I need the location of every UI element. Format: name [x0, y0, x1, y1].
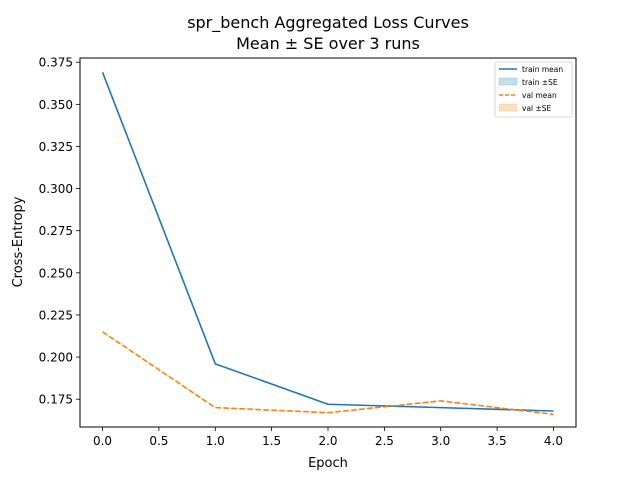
- y-tick-label: 0.325: [39, 140, 73, 154]
- series-line-2: [102, 331, 554, 416]
- x-axis-label: Epoch: [308, 456, 348, 471]
- chart-subtitle: Mean ± SE over 3 runs: [236, 34, 420, 53]
- x-axis-ticks: 0.0 0.5 1.0 1.5 2.0 2.5 3.0 3.5 4.0: [93, 427, 563, 448]
- y-tick-label: 0.375: [39, 56, 73, 70]
- y-tick-label: 0.350: [39, 98, 73, 112]
- legend: train mean train ±SE val mean val ±SE: [494, 61, 573, 118]
- legend-swatch-3: [498, 103, 518, 112]
- se-bands: [102, 72, 554, 415]
- legend-label-1: train ±SE: [522, 78, 558, 87]
- y-tick-label: 0.250: [39, 266, 73, 280]
- x-tick-label: 2.5: [375, 434, 394, 448]
- se-band-3: [102, 331, 554, 415]
- legend-label-0: train mean: [522, 65, 563, 74]
- x-tick-label: 1.0: [206, 434, 225, 448]
- x-tick-label: 2.0: [318, 434, 337, 448]
- legend-label-3: val ±SE: [522, 104, 552, 113]
- series-lines: [101, 72, 554, 416]
- legend-swatch-1: [498, 77, 518, 86]
- y-axis-ticks: 0.175 0.200 0.225 0.250 0.275 0.300 0.325 0.350…: [39, 56, 80, 407]
- x-tick-label: 4.0: [544, 434, 563, 448]
- legend-items: train mean train ±SE val mean val ±SE: [498, 65, 563, 113]
- y-tick-label: 0.275: [39, 224, 73, 238]
- x-tick-label: 1.5: [262, 434, 281, 448]
- chart-title: spr_bench Aggregated Loss Curves: [187, 13, 469, 33]
- se-band-1: [102, 72, 554, 412]
- y-tick-label: 0.225: [39, 308, 73, 322]
- x-tick-label: 3.5: [488, 434, 507, 448]
- x-tick-label: 0.0: [93, 434, 112, 448]
- y-axis-label: Cross-Entropy: [11, 196, 26, 287]
- x-tick-label: 0.5: [149, 434, 168, 448]
- legend-frame: [494, 61, 573, 118]
- series-line-0: [101, 72, 554, 412]
- y-tick-label: 0.175: [39, 393, 73, 407]
- legend-label-2: val mean: [522, 91, 557, 100]
- y-tick-label: 0.200: [39, 351, 73, 365]
- x-tick-label: 3.0: [431, 434, 450, 448]
- y-tick-label: 0.300: [39, 182, 73, 196]
